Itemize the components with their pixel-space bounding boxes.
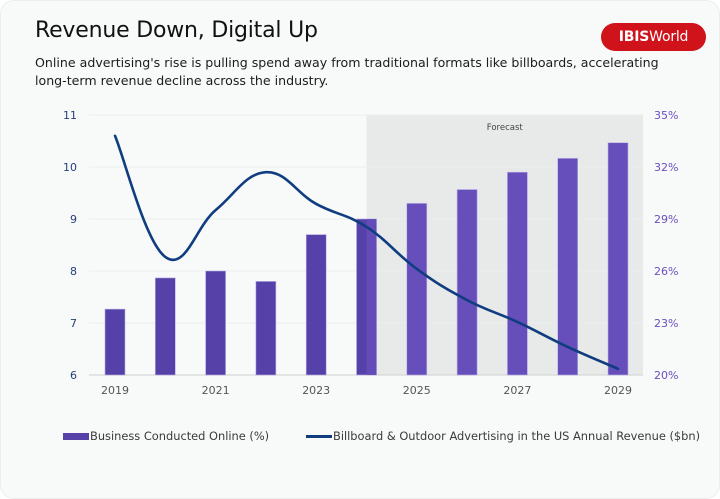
right-axis-tick-label: 29%	[654, 213, 678, 226]
revenue-line	[113, 134, 620, 371]
logo-regular-text: World	[649, 29, 689, 45]
bar-2025	[406, 203, 428, 376]
left-axis-tick-label: 7	[70, 317, 77, 330]
x-axis-tick-label: 2025	[403, 384, 431, 397]
x-axis-tick-label: 2019	[101, 384, 129, 397]
bar-2029	[607, 142, 629, 376]
right-axis-tick-label: 23%	[654, 317, 678, 330]
legend-item-line: Billboard & Outdoor Advertising in the U…	[306, 429, 700, 443]
chart-subtitle: Online advertising's rise is pulling spe…	[35, 55, 659, 88]
chart-title: Revenue Down, Digital Up	[35, 18, 318, 43]
left-axis-tick-label: 9	[70, 213, 77, 226]
logo-bold-text: IBIS	[618, 29, 650, 45]
right-axis-tick-label: 20%	[654, 369, 678, 382]
bar-2022	[255, 281, 277, 376]
bar-2021	[205, 270, 226, 376]
right-axis-tick-label: 26%	[654, 265, 678, 278]
bar-2024-forecast-half	[366, 219, 377, 375]
right-axis-tick-label: 32%	[654, 161, 678, 174]
left-axis-tick-label: 8	[70, 265, 77, 278]
forecast-label: Forecast	[487, 123, 524, 133]
bar-2023	[305, 234, 327, 376]
x-axis-tick-label: 2027	[503, 384, 531, 397]
left-axis-tick-label: 11	[63, 109, 77, 122]
bar-2028	[557, 158, 579, 376]
ibisworld-logo: IBIS World	[601, 23, 706, 51]
right-axis-tick-label: 35%	[654, 109, 678, 122]
x-axis-tick-label: 2029	[604, 384, 632, 397]
left-axis-tick-label: 10	[63, 161, 77, 174]
legend-bar-label: Business Conducted Online (%)	[90, 429, 270, 443]
bar-2026	[456, 189, 478, 376]
legend-item-bars: Business Conducted Online (%)	[63, 429, 269, 443]
bar-2027	[507, 171, 528, 376]
legend-line-label: Billboard & Outdoor Advertising in the U…	[333, 429, 701, 443]
left-axis-tick-label: 6	[70, 369, 77, 382]
legend-bar-swatch	[63, 432, 89, 440]
legend-line-swatch	[306, 434, 332, 438]
bar-2019	[104, 308, 126, 376]
bar-2020	[155, 277, 176, 376]
x-axis-tick-label: 2021	[202, 384, 230, 397]
x-axis-tick-label: 2023	[302, 384, 330, 397]
